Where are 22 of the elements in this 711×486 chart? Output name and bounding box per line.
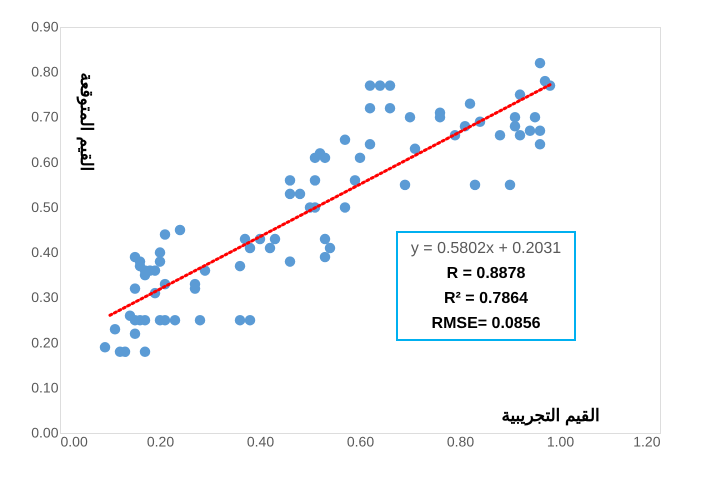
y-tick-label: 0.90	[31, 18, 59, 34]
x-axis-title: القيم التجريبية	[501, 406, 600, 426]
x-tick-label: 0.80	[446, 434, 474, 450]
y-axis-title: القيم المتوقعة	[76, 72, 96, 172]
y-tick-label: 0.40	[31, 244, 59, 260]
y-tick-label: 0.20	[31, 334, 59, 350]
x-tick-label: 0.60	[346, 434, 374, 450]
x-tick-label: 1.20	[633, 434, 661, 450]
y-tick-label: 0.30	[31, 289, 59, 306]
x-tick-label: 0.40	[246, 434, 274, 450]
y-tick-label: 0.50	[31, 198, 59, 215]
y-tick-label: 0.10	[31, 379, 59, 396]
y-tick-label: 0.70	[31, 108, 59, 125]
annotation: R² = 0.7864	[444, 290, 528, 307]
annotation: y = 0.5802x + 0.2031	[410, 240, 562, 257]
x-tick-label: 0.20	[146, 434, 174, 450]
annotation: RMSE= 0.0856	[432, 315, 541, 332]
x-tick-label: 1.00	[546, 434, 574, 450]
x-tick-label: 0.00	[60, 434, 88, 450]
y-tick-label: 0.80	[31, 64, 59, 80]
annotation: R = 0.8878	[446, 265, 526, 282]
y-tick-label: 0.60	[31, 154, 59, 170]
